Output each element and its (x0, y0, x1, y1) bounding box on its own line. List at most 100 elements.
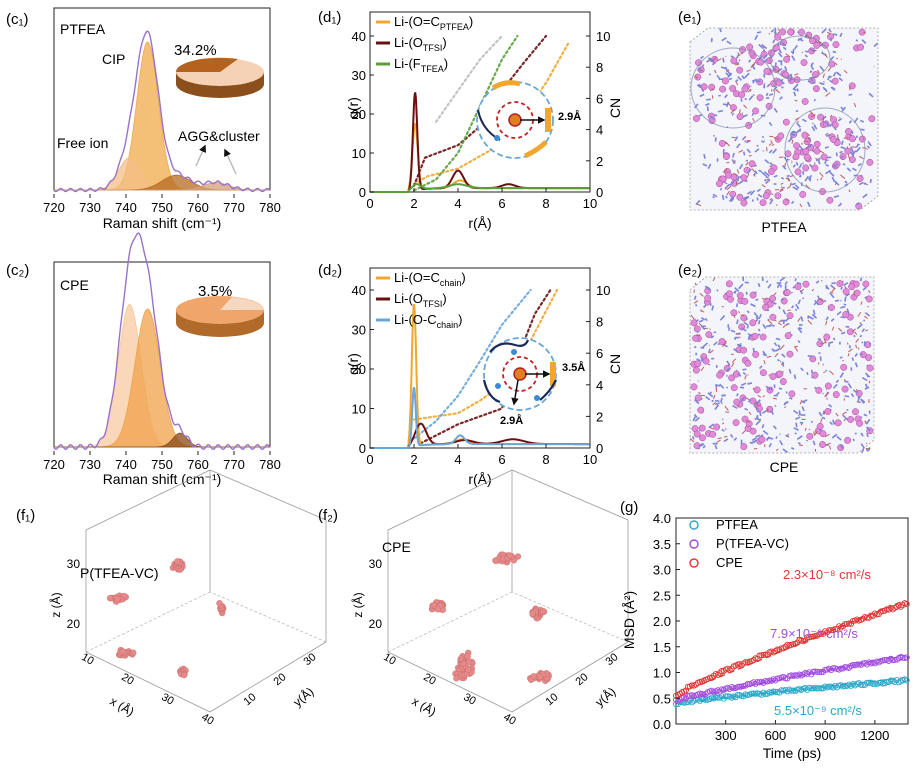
li-ion (848, 283, 854, 289)
trajectory-bead (114, 596, 120, 602)
d2-inset-oxygen-2 (495, 383, 501, 389)
box-edge (512, 470, 628, 520)
li-ion (844, 437, 850, 443)
y-tick-label: 1.0 (653, 666, 671, 681)
li-ion (709, 431, 715, 437)
legend-label: CPE (716, 555, 743, 570)
li-ion (843, 311, 849, 317)
c2-curves (54, 233, 270, 449)
polymer-segment (784, 187, 785, 189)
polymer-segment (841, 287, 842, 290)
legend-label: Li-(OTFSI) (394, 35, 447, 53)
box-edge (86, 592, 210, 652)
li-ion (734, 399, 740, 405)
polymer-segment (866, 449, 867, 452)
box-edge (512, 592, 628, 642)
li-ion (692, 335, 698, 341)
rdf-curve (370, 387, 590, 448)
x-tick-label: 740 (115, 200, 137, 215)
y2-tick-label: 4 (596, 378, 603, 393)
polymer-segment (760, 314, 761, 317)
polymer-segment (796, 423, 797, 428)
polymer-segment (852, 131, 853, 134)
polymer-segment (745, 98, 747, 99)
trajectory-bead (107, 595, 113, 601)
y-tick-label: 10 (352, 146, 366, 161)
polymer-segment (738, 346, 741, 347)
polymer-segment (835, 300, 839, 301)
li-ion (845, 128, 851, 134)
y2-tick-label: 0 (596, 441, 603, 456)
anion-bond (694, 290, 695, 293)
trajectory-bead (181, 672, 187, 678)
li-ion (828, 304, 834, 310)
c1-curves (54, 31, 270, 191)
polymer-segment (742, 369, 746, 370)
li-ion (842, 386, 848, 392)
polymer-segment (791, 134, 796, 135)
polymer-segment (815, 387, 817, 388)
legend-label: PTFEA (716, 517, 758, 532)
li-ion (745, 360, 751, 366)
y2-tick-label: 4 (596, 123, 603, 138)
d2-legend: Li-(O=Cchain)Li-(OTFSI)Li-(O-Cchain) (376, 270, 466, 330)
polymer-segment (843, 164, 845, 165)
polymer-segment (777, 359, 779, 360)
polymer-segment (779, 388, 782, 389)
li-ion (737, 113, 743, 119)
li-ion (725, 172, 731, 178)
y-tick-label: 30 (352, 68, 366, 83)
li-ion (793, 154, 799, 160)
polymer-segment (852, 358, 853, 361)
y-tick-label: 1.5 (653, 640, 671, 655)
c1-agg-arrow-2 (225, 150, 236, 174)
li-ion (820, 430, 826, 436)
d2-xlabel: r(Å) (468, 471, 491, 487)
li-ion (802, 98, 808, 104)
f2-trajectories (429, 552, 551, 684)
li-ion (719, 86, 725, 92)
li-ion (832, 122, 838, 128)
x-tick-label: 2 (410, 196, 417, 211)
polymer-segment (799, 410, 800, 415)
li-ion (832, 78, 838, 84)
li-ion (763, 193, 769, 199)
box-edge (210, 470, 326, 520)
f2-title: CPE (382, 539, 411, 555)
li-ion (814, 148, 820, 154)
y2-tick-label: 2 (596, 409, 603, 424)
panel-label-c2: (c₂) (6, 262, 29, 279)
li-ion (830, 136, 836, 142)
x-tick-label: 4 (454, 452, 461, 467)
li-ion (800, 191, 806, 197)
polymer-segment (718, 344, 719, 345)
li-ion (722, 78, 728, 84)
y-tick-label: 2.5 (653, 588, 671, 603)
li-ion (779, 29, 785, 35)
x-tick-label: 770 (223, 200, 245, 215)
box-edge (86, 652, 210, 712)
li-ion (856, 420, 862, 426)
li-ion (795, 169, 801, 175)
polymer-segment (818, 339, 821, 340)
c1-pie-label: 34.2% (174, 42, 217, 59)
polymer-segment (802, 402, 805, 403)
polymer-segment (747, 326, 748, 329)
trajectory-bead (217, 600, 223, 606)
polymer-segment (750, 442, 753, 443)
li-ion (804, 154, 810, 160)
li-ion (727, 296, 733, 302)
polymer-segment (757, 198, 758, 201)
g-rate-cpe: 2.3×10⁻⁸ cm²/s (783, 567, 871, 582)
d1-inset-oxygen (494, 135, 500, 141)
e1-caption: PTFEA (761, 219, 807, 235)
li-ion (863, 281, 869, 287)
anion-bond (814, 431, 815, 435)
z-tick-label: 20 (369, 617, 383, 631)
polymer-segment (723, 104, 728, 105)
polymer-segment (760, 412, 761, 416)
